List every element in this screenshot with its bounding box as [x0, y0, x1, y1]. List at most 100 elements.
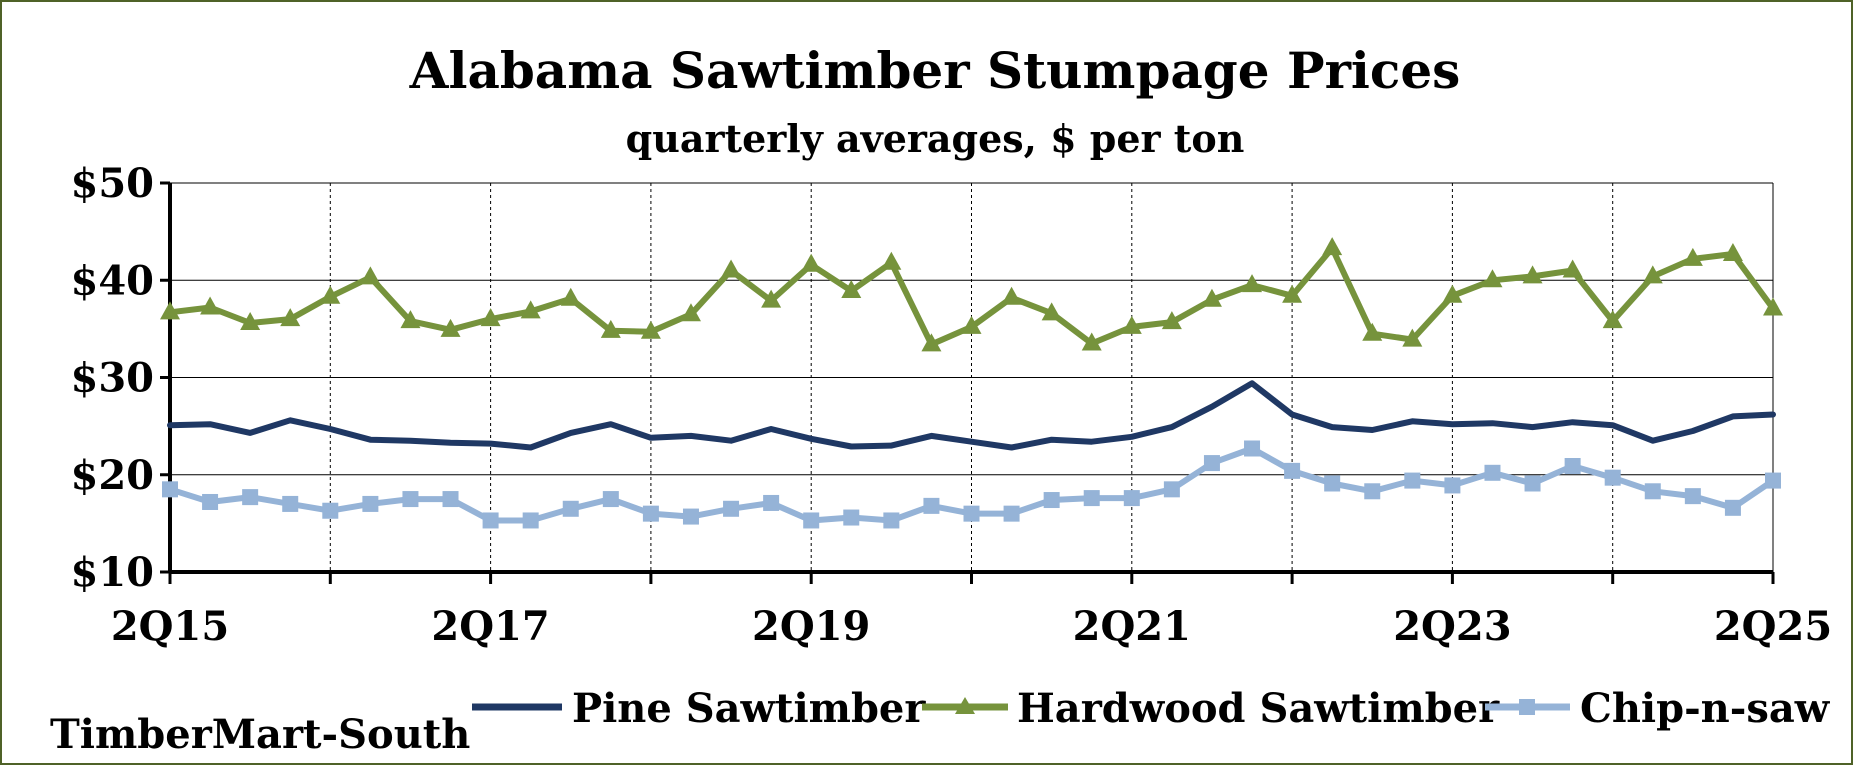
data-point-chip-n-saw: [1644, 483, 1661, 500]
data-point-hardwood-sawtimber: [1522, 265, 1543, 284]
series-hardwood-sawtimber: [160, 237, 1783, 352]
data-point-chip-n-saw: [843, 509, 860, 526]
y-tick-label: $40: [71, 257, 155, 304]
data-point-chip-n-saw: [1444, 477, 1461, 494]
data-point-hardwood-sawtimber: [921, 333, 942, 352]
legend-marker-triangle: [955, 697, 975, 714]
data-point-chip-n-saw: [883, 512, 900, 529]
data-point-hardwood-sawtimber: [1562, 259, 1583, 278]
data-point-hardwood-sawtimber: [200, 296, 221, 315]
series-layer: [160, 237, 1783, 529]
legend-marker-square: [1519, 699, 1535, 715]
y-tick-label: $20: [71, 452, 155, 499]
data-point-chip-n-saw: [242, 489, 259, 506]
data-point-hardwood-sawtimber: [1602, 310, 1623, 329]
y-tick-label: $10: [71, 549, 155, 596]
x-tick-label: 2Q23: [1393, 603, 1511, 650]
axes: [160, 181, 1775, 584]
data-point-hardwood-sawtimber: [1282, 284, 1303, 303]
data-point-chip-n-saw: [763, 494, 780, 511]
data-point-hardwood-sawtimber: [881, 251, 902, 270]
data-point-chip-n-saw: [1604, 469, 1621, 486]
data-point-chip-n-saw: [1484, 464, 1501, 481]
data-point-hardwood-sawtimber: [480, 308, 501, 327]
data-point-hardwood-sawtimber: [801, 253, 822, 272]
data-point-chip-n-saw: [1684, 488, 1701, 505]
data-point-chip-n-saw: [1083, 490, 1100, 507]
data-point-chip-n-saw: [642, 505, 659, 522]
data-point-hardwood-sawtimber: [1161, 311, 1182, 330]
data-point-chip-n-saw: [1043, 492, 1060, 509]
data-point-chip-n-saw: [1724, 499, 1741, 516]
data-point-hardwood-sawtimber: [1362, 322, 1383, 341]
data-point-chip-n-saw: [1765, 472, 1781, 489]
data-point-chip-n-saw: [1203, 455, 1220, 472]
data-point-chip-n-saw: [602, 491, 619, 508]
x-tick-label: 2Q17: [431, 603, 549, 650]
data-point-chip-n-saw: [923, 497, 940, 514]
data-point-hardwood-sawtimber: [1682, 247, 1703, 266]
series-chip-n-saw: [162, 440, 1781, 529]
source-label: TimberMart-South: [50, 711, 470, 758]
data-point-hardwood-sawtimber: [1402, 328, 1423, 347]
data-point-hardwood-sawtimber: [1763, 297, 1783, 316]
data-point-hardwood-sawtimber: [1322, 237, 1343, 256]
data-point-chip-n-saw: [1404, 472, 1421, 489]
x-tick-label: 2Q15: [111, 603, 229, 650]
legend: Pine Sawtimber Hardwood Sawtimber Chip-n…: [472, 685, 1831, 732]
data-point-hardwood-sawtimber: [640, 320, 661, 339]
data-point-hardwood-sawtimber: [360, 266, 381, 285]
data-point-chip-n-saw: [1324, 475, 1341, 492]
data-point-hardwood-sawtimber: [1242, 274, 1263, 293]
x-tick-labels: 2Q15 2Q17 2Q19 2Q21 2Q23 2Q25: [111, 603, 1832, 650]
data-point-chip-n-saw: [963, 505, 980, 522]
data-point-hardwood-sawtimber: [721, 259, 742, 278]
data-point-chip-n-saw: [202, 493, 219, 510]
data-point-chip-n-saw: [1564, 457, 1581, 474]
data-point-hardwood-sawtimber: [1442, 284, 1463, 303]
data-point-chip-n-saw: [1524, 475, 1541, 492]
data-point-hardwood-sawtimber: [761, 289, 782, 308]
data-point-chip-n-saw: [803, 512, 820, 529]
chart-title: Alabama Sawtimber Stumpage Prices: [409, 41, 1461, 100]
data-point-hardwood-sawtimber: [1001, 286, 1022, 305]
data-point-chip-n-saw: [442, 491, 459, 508]
data-point-chip-n-saw: [362, 495, 379, 512]
data-point-chip-n-saw: [1163, 481, 1180, 498]
data-point-hardwood-sawtimber: [680, 303, 701, 322]
data-point-hardwood-sawtimber: [1201, 288, 1222, 307]
data-point-hardwood-sawtimber: [240, 312, 261, 331]
y-tick-label: $50: [71, 160, 155, 207]
legend-label-hardwood-sawtimber: Hardwood Sawtimber: [1017, 685, 1500, 732]
data-point-hardwood-sawtimber: [1642, 265, 1663, 284]
data-point-chip-n-saw: [562, 500, 579, 517]
data-point-hardwood-sawtimber: [400, 310, 421, 329]
data-point-hardwood-sawtimber: [320, 285, 341, 304]
x-tick-label: 2Q25: [1714, 603, 1832, 650]
data-point-hardwood-sawtimber: [841, 279, 862, 298]
data-point-chip-n-saw: [1284, 462, 1301, 479]
data-point-hardwood-sawtimber: [1121, 315, 1142, 334]
data-point-chip-n-saw: [1123, 490, 1140, 507]
data-point-hardwood-sawtimber: [1081, 332, 1102, 351]
chart-subtitle: quarterly averages, $ per ton: [626, 116, 1245, 161]
legend-item-pine-sawtimber: Pine Sawtimber: [472, 685, 926, 732]
legend-label-pine-sawtimber: Pine Sawtimber: [572, 685, 926, 732]
y-tick-label: $30: [71, 355, 155, 402]
data-point-hardwood-sawtimber: [520, 300, 541, 319]
data-point-chip-n-saw: [162, 481, 178, 498]
data-point-chip-n-saw: [402, 491, 419, 508]
series-line-pine-sawtimber: [167, 380, 1776, 451]
x-tick-label: 2Q21: [1073, 603, 1191, 650]
data-point-hardwood-sawtimber: [1041, 302, 1062, 321]
data-point-chip-n-saw: [282, 495, 299, 512]
data-point-chip-n-saw: [1244, 440, 1261, 457]
legend-label-chip-n-saw: Chip-n-saw: [1580, 685, 1831, 732]
data-point-chip-n-saw: [482, 512, 499, 529]
series-pine-sawtimber: [167, 380, 1776, 451]
data-point-hardwood-sawtimber: [280, 308, 301, 327]
x-tick-label: 2Q19: [752, 603, 870, 650]
data-point-hardwood-sawtimber: [1722, 242, 1743, 261]
